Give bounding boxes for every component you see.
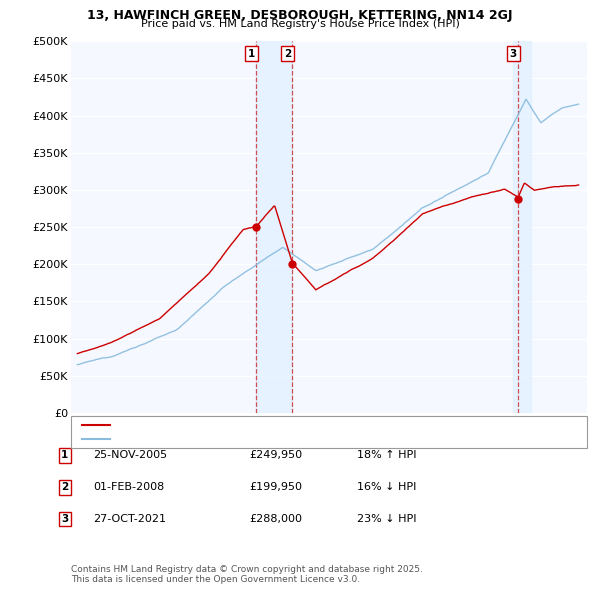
Text: £249,950: £249,950	[249, 451, 302, 460]
Text: Contains HM Land Registry data © Crown copyright and database right 2025.
This d: Contains HM Land Registry data © Crown c…	[71, 565, 422, 584]
Text: 2: 2	[284, 49, 291, 59]
Text: 23% ↓ HPI: 23% ↓ HPI	[357, 514, 416, 524]
Text: 27-OCT-2021: 27-OCT-2021	[93, 514, 166, 524]
Text: 1: 1	[248, 49, 255, 59]
Text: Price paid vs. HM Land Registry's House Price Index (HPI): Price paid vs. HM Land Registry's House …	[140, 19, 460, 30]
Text: 25-NOV-2005: 25-NOV-2005	[93, 451, 167, 460]
Text: 18% ↑ HPI: 18% ↑ HPI	[357, 451, 416, 460]
Bar	[256, 41, 292, 413]
Text: 3: 3	[61, 514, 68, 524]
Text: £199,950: £199,950	[249, 483, 302, 492]
Text: 13, HAWFINCH GREEN, DESBOROUGH, KETTERING, NN14 2GJ (detached house): 13, HAWFINCH GREEN, DESBOROUGH, KETTERIN…	[114, 420, 503, 430]
Text: 2: 2	[61, 483, 68, 492]
Text: 01-FEB-2008: 01-FEB-2008	[93, 483, 164, 492]
Text: 16% ↓ HPI: 16% ↓ HPI	[357, 483, 416, 492]
Text: 3: 3	[510, 49, 517, 59]
Text: 1: 1	[61, 451, 68, 460]
Text: 13, HAWFINCH GREEN, DESBOROUGH, KETTERING, NN14 2GJ: 13, HAWFINCH GREEN, DESBOROUGH, KETTERIN…	[87, 9, 513, 22]
Text: £288,000: £288,000	[249, 514, 302, 524]
Bar	[514, 41, 532, 413]
Text: HPI: Average price, detached house, North Northamptonshire: HPI: Average price, detached house, Nort…	[114, 434, 415, 444]
